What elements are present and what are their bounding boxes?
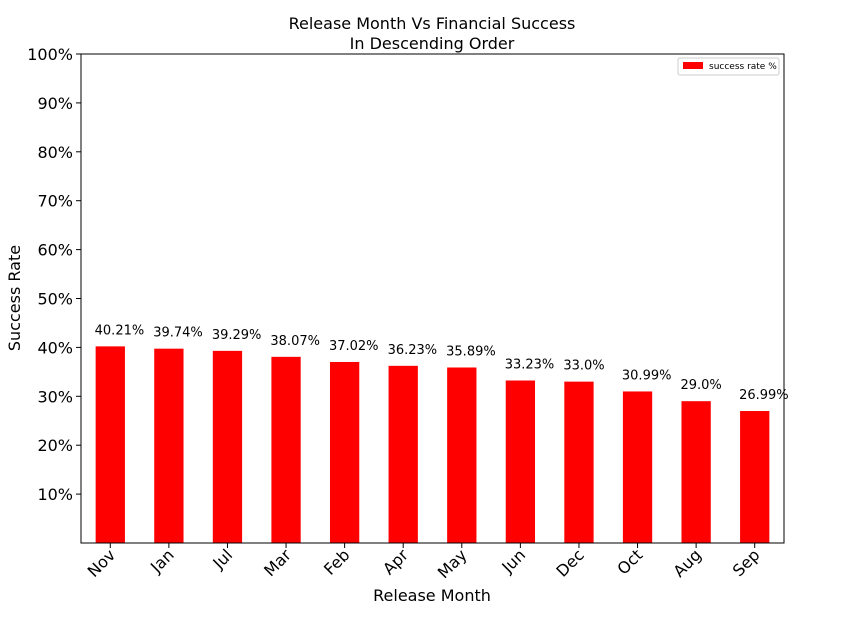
bar (740, 411, 770, 543)
y-tick-label: 50% (37, 290, 73, 309)
y-tick-label: 100% (27, 45, 73, 64)
bar (95, 346, 125, 543)
y-tick-label: 10% (37, 485, 73, 504)
x-tick-label: Jul (208, 545, 236, 573)
data-label: 33.0% (563, 359, 604, 374)
x-tick-label: Sep (729, 545, 764, 580)
y-tick-label: 40% (37, 338, 73, 357)
bar (271, 356, 301, 543)
x-tick-label: Aug (669, 545, 705, 581)
x-tick-label: Dec (552, 545, 587, 580)
x-tick-label: Jun (497, 545, 529, 577)
data-label: 39.29% (212, 328, 262, 343)
data-label: 29.0% (680, 378, 721, 393)
chart-title: Release Month Vs Financial Success (289, 14, 576, 33)
bar (329, 361, 360, 543)
x-tick-label: Oct (613, 545, 646, 578)
bar (681, 401, 711, 543)
bar (388, 365, 418, 543)
x-tick-label: Jan (146, 545, 178, 577)
data-label: 39.74% (153, 326, 203, 341)
bar (622, 391, 653, 543)
data-label: 26.99% (739, 388, 789, 403)
legend: success rate % (677, 57, 780, 76)
plot-frame (80, 53, 785, 544)
bar (564, 381, 594, 543)
x-tick-label: Nov (84, 545, 120, 581)
data-label: 36.23% (388, 343, 438, 358)
y-tick-label: 90% (37, 94, 73, 113)
x-tick-label: May (434, 545, 471, 582)
y-axis-label: Success Rate (5, 245, 24, 351)
legend-label: success rate % (709, 62, 777, 72)
x-tick-label: Feb (320, 545, 353, 578)
y-tick-label: 60% (37, 241, 73, 260)
y-tick-label: 20% (37, 436, 73, 455)
legend-box (677, 57, 780, 76)
x-axis-label: Release Month (373, 586, 491, 605)
bar (447, 367, 477, 543)
legend-swatch (683, 62, 703, 69)
data-label: 35.89% (446, 344, 496, 359)
plot-area: 10% 20% 30% 40% 50% 60% 70% 80% 90% 100% 40.21% Nov… (27, 45, 788, 582)
bar (505, 380, 536, 543)
data-label: 30.99% (622, 368, 672, 383)
x-tick-label: Apr (379, 545, 412, 578)
data-label: 40.21% (95, 323, 145, 338)
chart-subtitle: In Descending Order (350, 34, 515, 53)
y-tick-label: 80% (37, 143, 73, 162)
x-tick-label: Mar (260, 545, 295, 580)
data-label: 33.23% (505, 358, 555, 373)
y-tick-label: 70% (37, 192, 73, 211)
y-tick-label: 30% (37, 387, 73, 406)
data-label: 37.02% (329, 339, 379, 354)
data-label: 38.07% (270, 334, 320, 349)
bar (154, 348, 184, 543)
bar (212, 350, 243, 543)
